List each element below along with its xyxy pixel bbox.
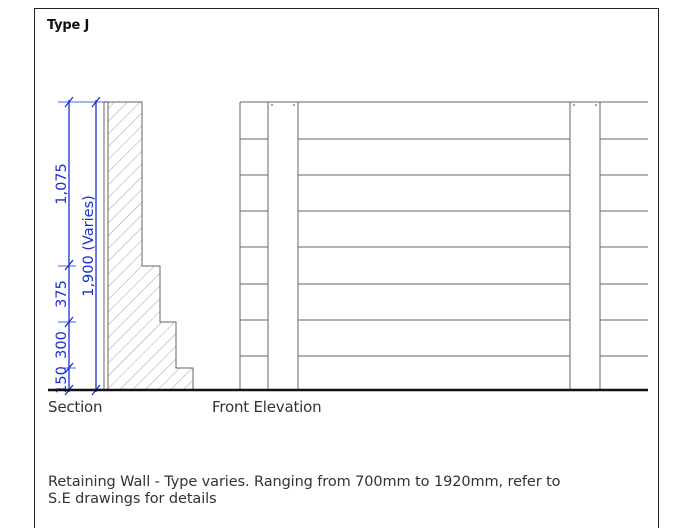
dim-text-lower: 300	[54, 331, 70, 359]
dim-tick-2	[64, 259, 74, 271]
drawing-frame	[34, 8, 659, 528]
section-wall-profile	[107, 101, 194, 391]
elevation-post-left	[267, 101, 299, 391]
elevation-courses	[240, 101, 648, 357]
post-bolt	[573, 104, 575, 106]
drawing-title: Type J	[47, 18, 90, 33]
dim-text-base: 150	[54, 366, 70, 394]
front-elevation-view	[239, 101, 648, 391]
post-bolt	[293, 104, 295, 106]
dimension-texts: 1,075 375 300 150 1,900 (Varies)	[54, 163, 97, 394]
dim-text-overall: 1,900 (Varies)	[81, 195, 97, 297]
drawing-note: Retaining Wall - Type varies. Ranging fr…	[48, 474, 561, 507]
elevation-post-right	[569, 101, 601, 391]
section-label: Section	[48, 398, 103, 416]
section-view	[103, 101, 194, 391]
post-bolt	[595, 104, 597, 106]
dim-text-upper: 1,075	[54, 163, 70, 205]
post-bolt	[271, 104, 273, 106]
front-elevation-label: Front Elevation	[212, 398, 322, 416]
dim-text-middle: 375	[54, 280, 70, 308]
